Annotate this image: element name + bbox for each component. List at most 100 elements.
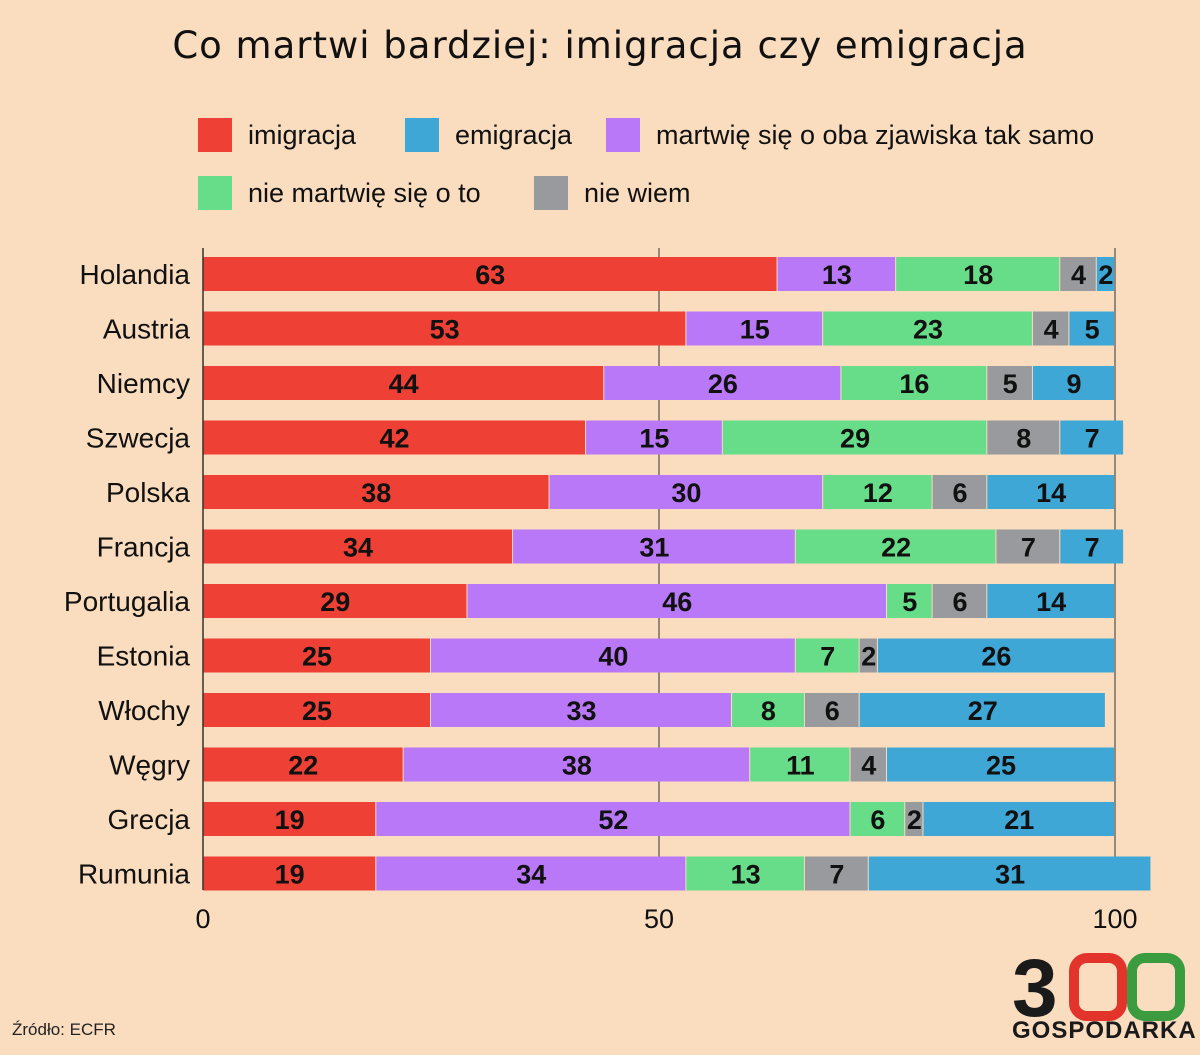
bar-segment [549,475,823,509]
x-tick-label: 0 [195,904,210,934]
category-label: Węgry [109,750,190,781]
bar-segment [203,366,604,400]
data-label: 12 [863,478,893,508]
bar-segment [203,257,777,291]
data-label: 22 [881,533,911,563]
logo-300-gospodarka: 3 [1012,950,1185,1034]
data-label: 25 [302,642,332,672]
data-label: 21 [1004,805,1034,835]
data-label: 31 [639,533,669,563]
bar-segment [467,584,886,618]
legend-label-emigracja: emigracja [455,119,573,150]
data-label: 29 [840,424,870,454]
data-label: 53 [430,315,460,345]
bar-segment [887,747,1114,782]
bar-segment [795,638,859,673]
bar-segment [1060,257,1096,291]
legend-swatch-nie-wiem [534,176,568,210]
bar-segment [987,584,1114,618]
legend-swatch-emigracja [405,118,439,152]
data-label: 23 [913,315,943,345]
data-label: 7 [1085,533,1100,563]
bar-segment [905,802,923,836]
data-label: 7 [1085,424,1100,454]
data-label: 2 [907,805,922,835]
bar-segment [686,311,823,346]
data-label: 19 [275,860,305,890]
bar-segment [203,802,376,836]
bar-segment [887,584,932,618]
logo-green-zero [1127,953,1185,1021]
bar-segment [431,693,731,727]
bar-segment [777,257,896,291]
bar-segment [403,747,750,782]
data-label: 6 [825,696,840,726]
bar-segment [731,693,804,727]
data-label: 63 [475,260,505,290]
bar-segment [987,475,1114,509]
bar-segment [1069,311,1114,346]
data-label: 6 [952,478,967,508]
legend-item-imigracja: imigracja [198,118,356,152]
data-label: 29 [320,587,350,617]
bar-segment [203,529,513,564]
data-label: 4 [861,751,876,781]
category-label: Austria [103,314,191,345]
legend-item-nie-wiem: nie wiem [534,176,691,210]
data-label: 25 [302,696,332,726]
category-label: Rumunia [78,859,190,890]
data-label: 16 [899,369,929,399]
logo-red-zero [1069,953,1127,1021]
bar-segment [203,693,430,727]
logo-number-3: 3 [1012,950,1058,1034]
bar-segment [923,802,1114,836]
bar-segment [896,257,1060,291]
category-label: Szwecja [86,423,191,454]
category-label: Francja [97,532,191,563]
bar-segment [586,420,722,455]
legend-item-emigracja: emigracja [405,118,572,152]
legend-swatch-oba [606,118,640,152]
legend-label-imigracja: imigracja [248,119,357,150]
chart-title: Co martwi bardziej: imigracja czy emigra… [172,24,1028,67]
source-note: Źródło: ECFR [12,1020,116,1039]
bar-segment [513,529,795,564]
category-label: Polska [106,477,190,508]
bar-segment [987,366,1032,400]
data-label: 30 [671,478,701,508]
bar-segment [376,856,686,891]
bar-segment [203,475,549,509]
data-label: 40 [598,642,628,672]
data-label: 52 [598,805,628,835]
data-label: 5 [1003,369,1018,399]
data-label: 44 [389,369,419,399]
data-label: 13 [822,260,852,290]
data-label: 5 [1085,315,1100,345]
data-label: 38 [562,751,592,781]
legend-swatch-imigracja [198,118,232,152]
bar-segment [823,475,932,509]
data-label: 9 [1066,369,1081,399]
bar-segment [203,311,686,346]
bar-segment [750,747,850,782]
data-label: 8 [761,696,776,726]
data-label: 34 [343,533,373,563]
bar-segment [203,747,403,782]
bar-segment [868,856,1151,891]
bar-segment [804,693,859,727]
bar-segment [841,366,987,400]
data-label: 15 [639,424,669,454]
bar-segment [1032,311,1069,346]
data-label: 34 [516,860,546,890]
category-label: Niemcy [97,368,190,399]
legend-item-nie-martwie: nie martwię się o to [198,176,481,210]
bar-segment [203,638,430,673]
bar-segment [203,856,376,891]
data-label: 19 [275,805,305,835]
legend-label-nie-martwie: nie martwię się o to [248,177,481,208]
bar-segment [996,529,1060,564]
bar-segment [877,638,1114,673]
data-label: 22 [288,751,318,781]
data-label: 7 [829,860,844,890]
